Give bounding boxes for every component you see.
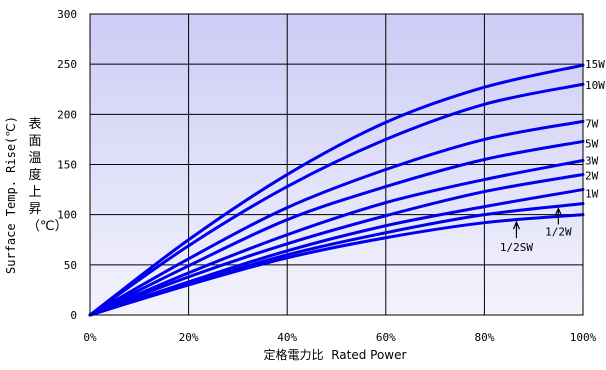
ticks: 0 50 100 150 200 250 300 0% 20% 40% 60% 80% 100% [57,8,596,344]
series-line [88,213,585,317]
annotation-label: 1/2W [545,225,572,238]
annotation-arrowhead [554,206,562,216]
series-end-label: 2W [585,170,599,183]
series-end-label: 1W [585,188,599,201]
x-tick-label: 20% [179,331,199,344]
series-end-label: 15W [585,58,605,71]
series-line [88,119,585,317]
series-end-label: 5W [585,137,599,150]
y-tick-label: 50 [64,259,77,272]
x-axis-label-jp: 定格電力比 [263,348,324,362]
series-end-label: 7W [585,117,599,130]
x-tick-label: 100% [570,331,597,344]
series-line [88,188,585,317]
series-end-label: 10W [585,79,605,92]
x-axis-label-en: Rated Power [331,348,407,362]
y-axis-label-jp: 表面温度上昇（℃） [27,117,68,234]
y-tick-label: 250 [57,58,77,71]
annotation-arrowhead [512,220,520,230]
series-labels: 15W 10W 7W 5W 3W 2W 1W [585,58,605,200]
series-lines [88,63,585,317]
x-tick-label: 80% [474,331,494,344]
plot-border [89,13,584,316]
series-end-label: 3W [585,154,599,167]
y-axis-label-en: Surface Temp. Rise(℃) [4,116,18,274]
x-tick-label: 0% [83,331,97,344]
series-line [88,173,585,317]
series-line [88,158,585,317]
series-line [88,82,585,317]
annotations: 1/2SW 1/2W [89,13,584,316]
series-line [88,63,585,317]
y-tick-label: 100 [57,209,77,222]
x-axis-label: 定格電力比 Rated Power [264,346,407,363]
y-tick-label: 0 [70,309,77,322]
y-tick-label: 300 [57,8,77,21]
x-tick-label: 40% [277,331,297,344]
annotation-label: 1/2SW [500,241,533,254]
y-tick-label: 200 [57,108,77,121]
series-line [88,139,585,317]
x-tick-label: 60% [376,331,396,344]
y-tick-label: 150 [57,159,77,172]
